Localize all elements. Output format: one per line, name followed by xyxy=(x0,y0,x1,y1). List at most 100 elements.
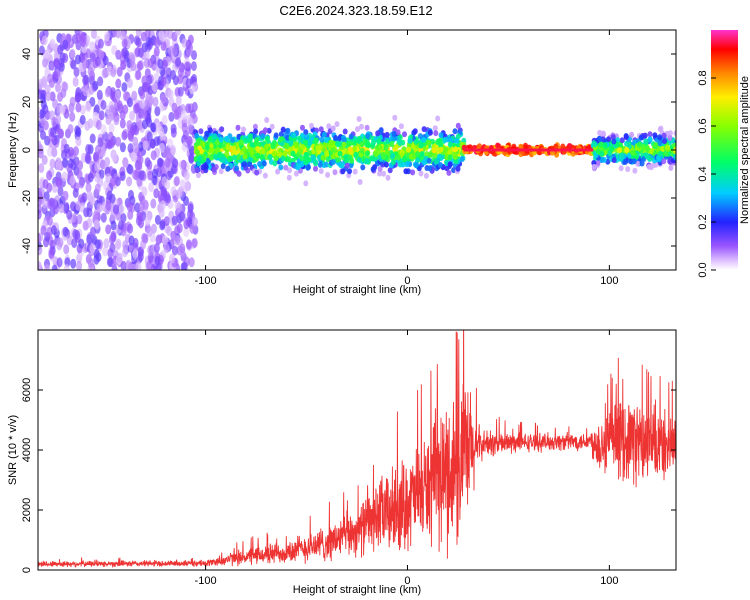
spectrogram-cell xyxy=(47,146,53,157)
spectrogram-cell xyxy=(139,98,146,109)
spectrogram-cell xyxy=(150,122,157,133)
spectrogram-cell xyxy=(204,144,210,151)
colorbar: 0.0 0.2 0.4 0.6 0.8 Normalized spectral ampl… xyxy=(697,30,750,278)
spectrogram-cell xyxy=(46,182,53,193)
spectrogram-cell xyxy=(636,141,642,148)
spectrogram-cell xyxy=(147,58,154,69)
spectrogram-cell xyxy=(173,109,180,120)
spectrogram-cell xyxy=(114,176,121,187)
spectrogram-cell xyxy=(352,145,357,152)
spectrogram-cell xyxy=(212,153,218,160)
spectrogram-cell xyxy=(183,219,190,230)
spectrogram-cell xyxy=(44,264,51,270)
spectrogram-cell xyxy=(105,200,112,211)
spectrogram-cell xyxy=(290,150,296,157)
spectrogram-cell xyxy=(661,158,667,165)
spectrogram-cell xyxy=(337,140,343,147)
spectrogram-cell xyxy=(141,119,148,130)
spectrogram-cell xyxy=(89,243,96,254)
spectrogram-cell xyxy=(70,201,76,212)
spectrogram-cell xyxy=(62,39,69,50)
spectrogram-cell xyxy=(109,234,115,245)
spectrogram-cell xyxy=(121,38,128,49)
spectrogram-cell xyxy=(241,126,246,133)
spectrogram-cell xyxy=(147,170,154,181)
spectrogram-cell xyxy=(216,152,222,158)
spectrogram-cell xyxy=(74,54,81,65)
spectrogram-cell xyxy=(653,142,659,149)
spectrogram-cell xyxy=(365,150,370,157)
spectrogram-cell xyxy=(646,163,652,170)
spectrogram-cell xyxy=(150,150,157,161)
colorbar-tick-label: 0.0 xyxy=(697,262,709,277)
spectrogram-cell xyxy=(219,126,225,133)
spectrogram-cell xyxy=(185,47,192,57)
spectrogram-cell xyxy=(57,237,64,248)
spectrogram-cell xyxy=(119,30,126,41)
spectrogram-cell xyxy=(248,146,254,153)
spectrogram-cell xyxy=(97,38,104,49)
spectrogram-cell xyxy=(665,144,670,151)
spectrogram-cell xyxy=(49,158,56,169)
spectrogram-cell xyxy=(377,165,383,172)
spectrogram-cell xyxy=(267,153,273,160)
spectrogram-cell xyxy=(303,180,309,187)
spectrogram-cell xyxy=(114,90,121,101)
spectrogram-cell xyxy=(207,136,213,143)
spectrogram-cell xyxy=(115,136,122,147)
spectrogram-cell xyxy=(348,162,354,169)
spectrogram-cell xyxy=(167,89,174,100)
spectrogram-cell xyxy=(115,49,122,60)
spectrogram-cell xyxy=(303,129,309,136)
spectrogram-cell xyxy=(257,161,263,167)
spectrogram-cell xyxy=(347,153,353,160)
spectrogram-cell xyxy=(376,138,382,145)
spectrogram-cell xyxy=(277,151,283,158)
spectrogram-cell xyxy=(381,153,387,160)
spectrogram-cell xyxy=(625,166,631,173)
spectrogram-cell xyxy=(119,142,126,153)
spectrogram-cell xyxy=(121,247,128,258)
spectrogram-cell xyxy=(592,141,598,148)
snr-x-tick-label: 100 xyxy=(600,575,618,587)
spectrogram-cell xyxy=(234,165,240,172)
spectrogram-cell xyxy=(188,154,195,164)
spectrogram-cell xyxy=(260,133,266,140)
spectrogram-cell xyxy=(238,139,244,146)
spectrogram-cell xyxy=(136,60,143,71)
spectrogram-cell xyxy=(419,151,425,158)
spectrogram-cell xyxy=(111,264,118,270)
spectrogram-cell xyxy=(171,215,178,226)
spectrogram-cell xyxy=(122,104,129,115)
spectrogram-cell xyxy=(632,167,638,174)
spectrogram-cell xyxy=(66,209,73,220)
spectrogram-cell xyxy=(619,137,625,144)
spectrogram-cell xyxy=(181,141,188,152)
spectrogram-cell xyxy=(151,168,158,179)
spectrogram-cell xyxy=(158,207,165,218)
spectrogram-cell xyxy=(133,35,140,46)
spectrogram-cell xyxy=(153,243,160,253)
spectrogram-cell xyxy=(137,47,144,58)
spectrogram-cell xyxy=(356,116,362,122)
spectrogram-cell xyxy=(415,151,421,158)
spectrogram-cell xyxy=(330,125,336,132)
spectrogram-cell xyxy=(146,74,153,85)
spectrogram-cell xyxy=(194,167,200,174)
colorbar-label: Normalized spectral amplitude xyxy=(739,76,750,224)
spectrogram-cell xyxy=(51,264,58,270)
spectrogram-cell xyxy=(146,260,153,270)
spectrogram-cell xyxy=(264,117,270,123)
spectrogram-cell xyxy=(138,201,145,212)
spectrogram-cell xyxy=(85,144,92,154)
spectrogram-cell xyxy=(179,211,185,222)
spectrogram-cell xyxy=(642,132,648,139)
spectrogram-cell xyxy=(50,127,57,138)
spectrogram-cell xyxy=(300,144,306,151)
snr-y-axis-label: SNR (10 * v/v) xyxy=(7,415,19,485)
spectrogram-cell xyxy=(166,170,173,181)
spectrogram-cell xyxy=(436,153,442,160)
colorbar-gradient xyxy=(711,30,738,270)
spectrogram-cell xyxy=(347,146,353,153)
spectrogram-cell xyxy=(122,91,129,102)
